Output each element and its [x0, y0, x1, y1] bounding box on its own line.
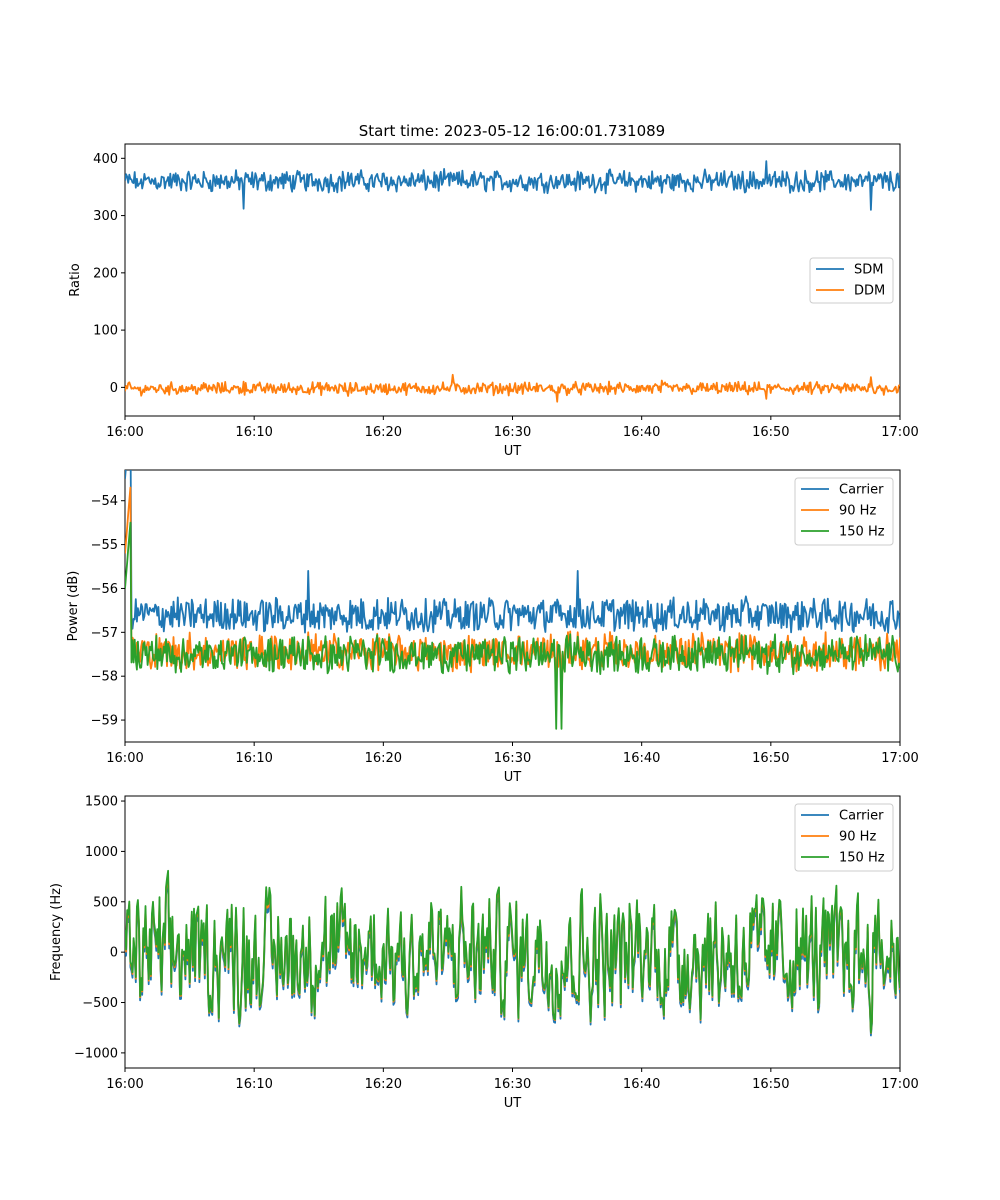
x-tick-label: 16:10 — [235, 1077, 272, 1092]
chart-panel-3: 16:00 16:10 16:20 16:30 16:40 16:50 17:00 −1000… — [49, 795, 919, 1111]
y-tick-label: 100 — [93, 324, 118, 339]
y-tick-label: 0 — [110, 946, 118, 961]
legend: SDM DDM — [809, 257, 894, 304]
x-tick-label: 16:20 — [365, 1077, 402, 1092]
y-tick-label: −500 — [82, 996, 118, 1011]
x-axis-label: UT — [504, 770, 522, 785]
y-tick-label: 200 — [93, 266, 118, 281]
x-tick-label: 16:50 — [752, 425, 789, 440]
x-tick-label: 16:50 — [752, 751, 789, 766]
y-tick-label: 500 — [93, 895, 118, 910]
x-tick-label: 16:30 — [494, 1077, 531, 1092]
x-tick-label: 16:00 — [106, 751, 143, 766]
y-tick-label: −1000 — [74, 1046, 118, 1061]
legend-label: Carrier — [839, 809, 884, 824]
series-line-90-hz — [125, 486, 900, 713]
y-tick-label: 1000 — [85, 845, 118, 860]
series-line-carrier — [125, 470, 900, 634]
legend-label: Carrier — [839, 483, 884, 498]
chart-panel-1: 16:00 16:10 16:20 16:30 16:40 16:50 17:00 0 100 2… — [68, 143, 919, 459]
x-tick-label: 17:00 — [881, 751, 918, 766]
legend-label: SDM — [854, 263, 883, 278]
x-tick-label: 16:10 — [235, 751, 272, 766]
x-tick-label: 16:30 — [494, 425, 531, 440]
series-line-sdm — [125, 160, 900, 211]
y-tick-label: 300 — [93, 209, 118, 224]
legend-label: 150 Hz — [839, 851, 885, 866]
y-tick-label: −55 — [91, 538, 118, 553]
legend: Carrier 90 Hz 150 Hz — [794, 477, 894, 546]
x-tick-label: 16:40 — [623, 1077, 660, 1092]
y-tick-label: 1500 — [85, 795, 118, 810]
figure-title: Start time: 2023-05-12 16:00:01.731089 — [359, 122, 665, 140]
legend: Carrier 90 Hz 150 Hz — [794, 803, 894, 872]
legend-label: 90 Hz — [839, 504, 876, 519]
x-tick-label: 16:40 — [623, 751, 660, 766]
chart-panel-2: 16:00 16:10 16:20 16:30 16:40 16:50 17:00 −54 −5… — [66, 469, 919, 785]
y-tick-label: −56 — [91, 582, 118, 597]
x-tick-label: 17:00 — [881, 425, 918, 440]
legend-label: DDM — [854, 284, 885, 299]
y-tick-label: 400 — [93, 152, 118, 167]
x-tick-label: 16:10 — [235, 425, 272, 440]
y-axis-label: Ratio — [68, 263, 83, 296]
legend-label: 90 Hz — [839, 830, 876, 845]
y-axis-label: Frequency (Hz) — [49, 883, 64, 981]
x-tick-label: 16:50 — [752, 1077, 789, 1092]
x-tick-label: 16:20 — [365, 751, 402, 766]
x-tick-label: 16:30 — [494, 751, 531, 766]
series-line-150-hz — [125, 521, 900, 730]
y-tick-label: −57 — [91, 626, 118, 641]
x-axis-label: UT — [504, 444, 522, 459]
y-axis-label: Power (dB) — [66, 571, 81, 642]
y-tick-label: 0 — [110, 381, 118, 396]
x-tick-label: 16:00 — [106, 425, 143, 440]
y-tick-label: −58 — [91, 670, 118, 685]
series-line-ddm — [125, 373, 900, 403]
y-tick-label: −59 — [91, 714, 118, 729]
x-tick-label: 16:20 — [365, 425, 402, 440]
x-axis-label: UT — [504, 1096, 522, 1111]
series-line-150-hz — [125, 869, 900, 1034]
x-tick-label: 16:40 — [623, 425, 660, 440]
x-tick-label: 16:00 — [106, 1077, 143, 1092]
y-tick-label: −54 — [91, 494, 118, 509]
x-tick-label: 17:00 — [881, 1077, 918, 1092]
legend-label: 150 Hz — [839, 525, 885, 540]
